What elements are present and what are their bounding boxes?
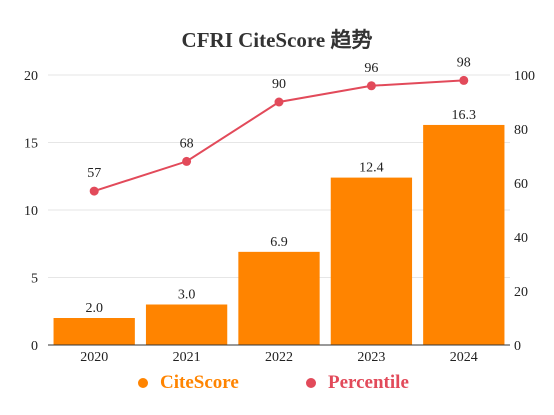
y-right-tick-label: 40 [514,231,528,246]
y-right-tick-label: 100 [514,69,535,84]
bar-value-label: 16.3 [452,108,477,123]
percentile-point [459,75,469,85]
legend-marker-citescore [138,378,148,388]
y-right-tick-label: 80 [514,123,528,138]
legend: CiteScore Percentile [0,372,554,402]
x-tick-label: 2023 [357,350,385,365]
percentile-point [274,97,284,107]
x-tick-label: 2020 [80,350,108,365]
x-tick-label: 2022 [265,350,293,365]
percentile-point [89,186,99,196]
percentile-point [182,156,192,166]
legend-item-percentile[interactable]: Percentile [306,372,409,394]
chart-title: CFRI CiteScore 趋势 [181,28,373,52]
legend-item-citescore[interactable]: CiteScore [138,372,239,394]
bar-value-label: 2.0 [85,301,103,316]
percentile-value-label: 68 [180,136,194,151]
percentile-value-label: 57 [87,166,101,181]
bar-2024 [423,124,505,345]
y-right-tick-label: 0 [514,339,521,354]
x-tick-label: 2021 [173,350,201,365]
bar-2021 [145,304,228,345]
percentile-line [93,79,464,193]
percentile-point [366,81,376,91]
y-left-tick-label: 10 [24,204,38,219]
bar-value-label: 6.9 [270,235,288,250]
bar-2020 [53,318,135,345]
y-left-tick-label: 15 [24,137,38,152]
bar-2023 [330,177,413,345]
y-left-tick-label: 5 [31,272,38,287]
percentile-value-label: 96 [364,61,378,76]
y-right-tick-label: 20 [514,285,528,300]
y-right-tick-label: 60 [514,177,528,192]
legend-marker-percentile [306,378,316,388]
bar-2022 [238,251,320,345]
bar-value-label: 3.0 [178,288,196,303]
legend-label-citescore: CiteScore [160,372,239,393]
bar-value-label: 12.4 [359,161,384,176]
percentile-value-label: 90 [272,77,286,92]
percentile-value-label: 98 [457,55,471,70]
x-tick-label: 2024 [450,350,478,365]
y-left-tick-label: 0 [31,339,38,354]
y-left-tick-label: 20 [24,69,38,84]
legend-label-percentile: Percentile [328,372,409,393]
